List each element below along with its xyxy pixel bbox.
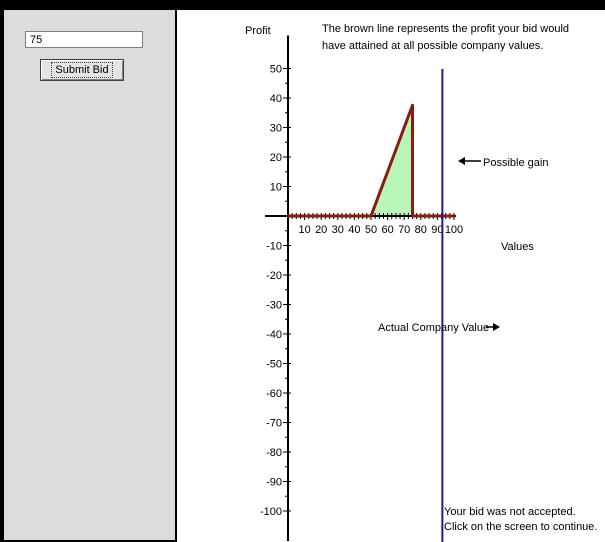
- x-tick-label: 90: [431, 224, 443, 236]
- chart-panel[interactable]: 10 20 30 40 50 60 70 80 90 100 50 40 30 20 10 -10 -20 -30…: [177, 10, 605, 542]
- profit-chart[interactable]: 10 20 30 40 50 60 70 80 90 100 50 40 30 20 10 -10 -20 -30…: [177, 10, 605, 542]
- submit-bid-button[interactable]: Submit Bid: [40, 59, 124, 81]
- x-tick-label: 30: [332, 224, 344, 236]
- panel-divider: [175, 10, 177, 542]
- y-tick-label: -10: [266, 241, 282, 253]
- y-tick-label: 20: [270, 152, 282, 164]
- possible-gain-label: Possible gain: [483, 157, 548, 169]
- x-axis-label: Values: [501, 241, 534, 253]
- explanation-line-2: have attained at all possible company va…: [322, 40, 543, 52]
- possible-gain-arrow-head: [458, 157, 465, 165]
- y-tick-label: 10: [270, 182, 282, 194]
- bid-input[interactable]: [25, 31, 143, 48]
- x-tick-label: 100: [445, 224, 463, 236]
- y-tick-label: 30: [270, 123, 282, 135]
- actual-value-arrow-head: [493, 323, 500, 331]
- x-tick-label: 70: [398, 224, 410, 236]
- y-tick-label: 40: [270, 93, 282, 105]
- y-tick-label: 50: [270, 64, 282, 76]
- explanation-line-1: The brown line represents the profit you…: [322, 23, 569, 35]
- status-line-2: Click on the screen to continue.: [444, 521, 597, 533]
- y-tick-label: -60: [266, 388, 282, 400]
- y-tick-label: -100: [260, 506, 282, 518]
- y-tick-label: -20: [266, 270, 282, 282]
- submit-bid-label: Submit Bid: [51, 62, 113, 78]
- x-tick-label: 40: [348, 224, 360, 236]
- y-tick-label: -70: [266, 418, 282, 430]
- x-tick-label: 80: [415, 224, 427, 236]
- y-tick-label: -90: [266, 477, 282, 489]
- y-tick-label: -50: [266, 359, 282, 371]
- x-tick-label: 20: [315, 224, 327, 236]
- y-tick-label: -40: [266, 329, 282, 341]
- profit-line-segment: [369, 103, 414, 218]
- y-tick-label: -30: [266, 300, 282, 312]
- status-line-1: Your bid was not accepted.: [444, 506, 576, 518]
- x-tick-label: 60: [381, 224, 393, 236]
- y-axis-label: Profit: [245, 25, 271, 37]
- x-tick-label: 50: [365, 224, 377, 236]
- x-tick-label: 10: [298, 224, 310, 236]
- bid-panel: Submit Bid: [4, 10, 175, 540]
- actual-company-value-label: Actual Company Value: [378, 322, 489, 334]
- y-tick-label: -80: [266, 447, 282, 459]
